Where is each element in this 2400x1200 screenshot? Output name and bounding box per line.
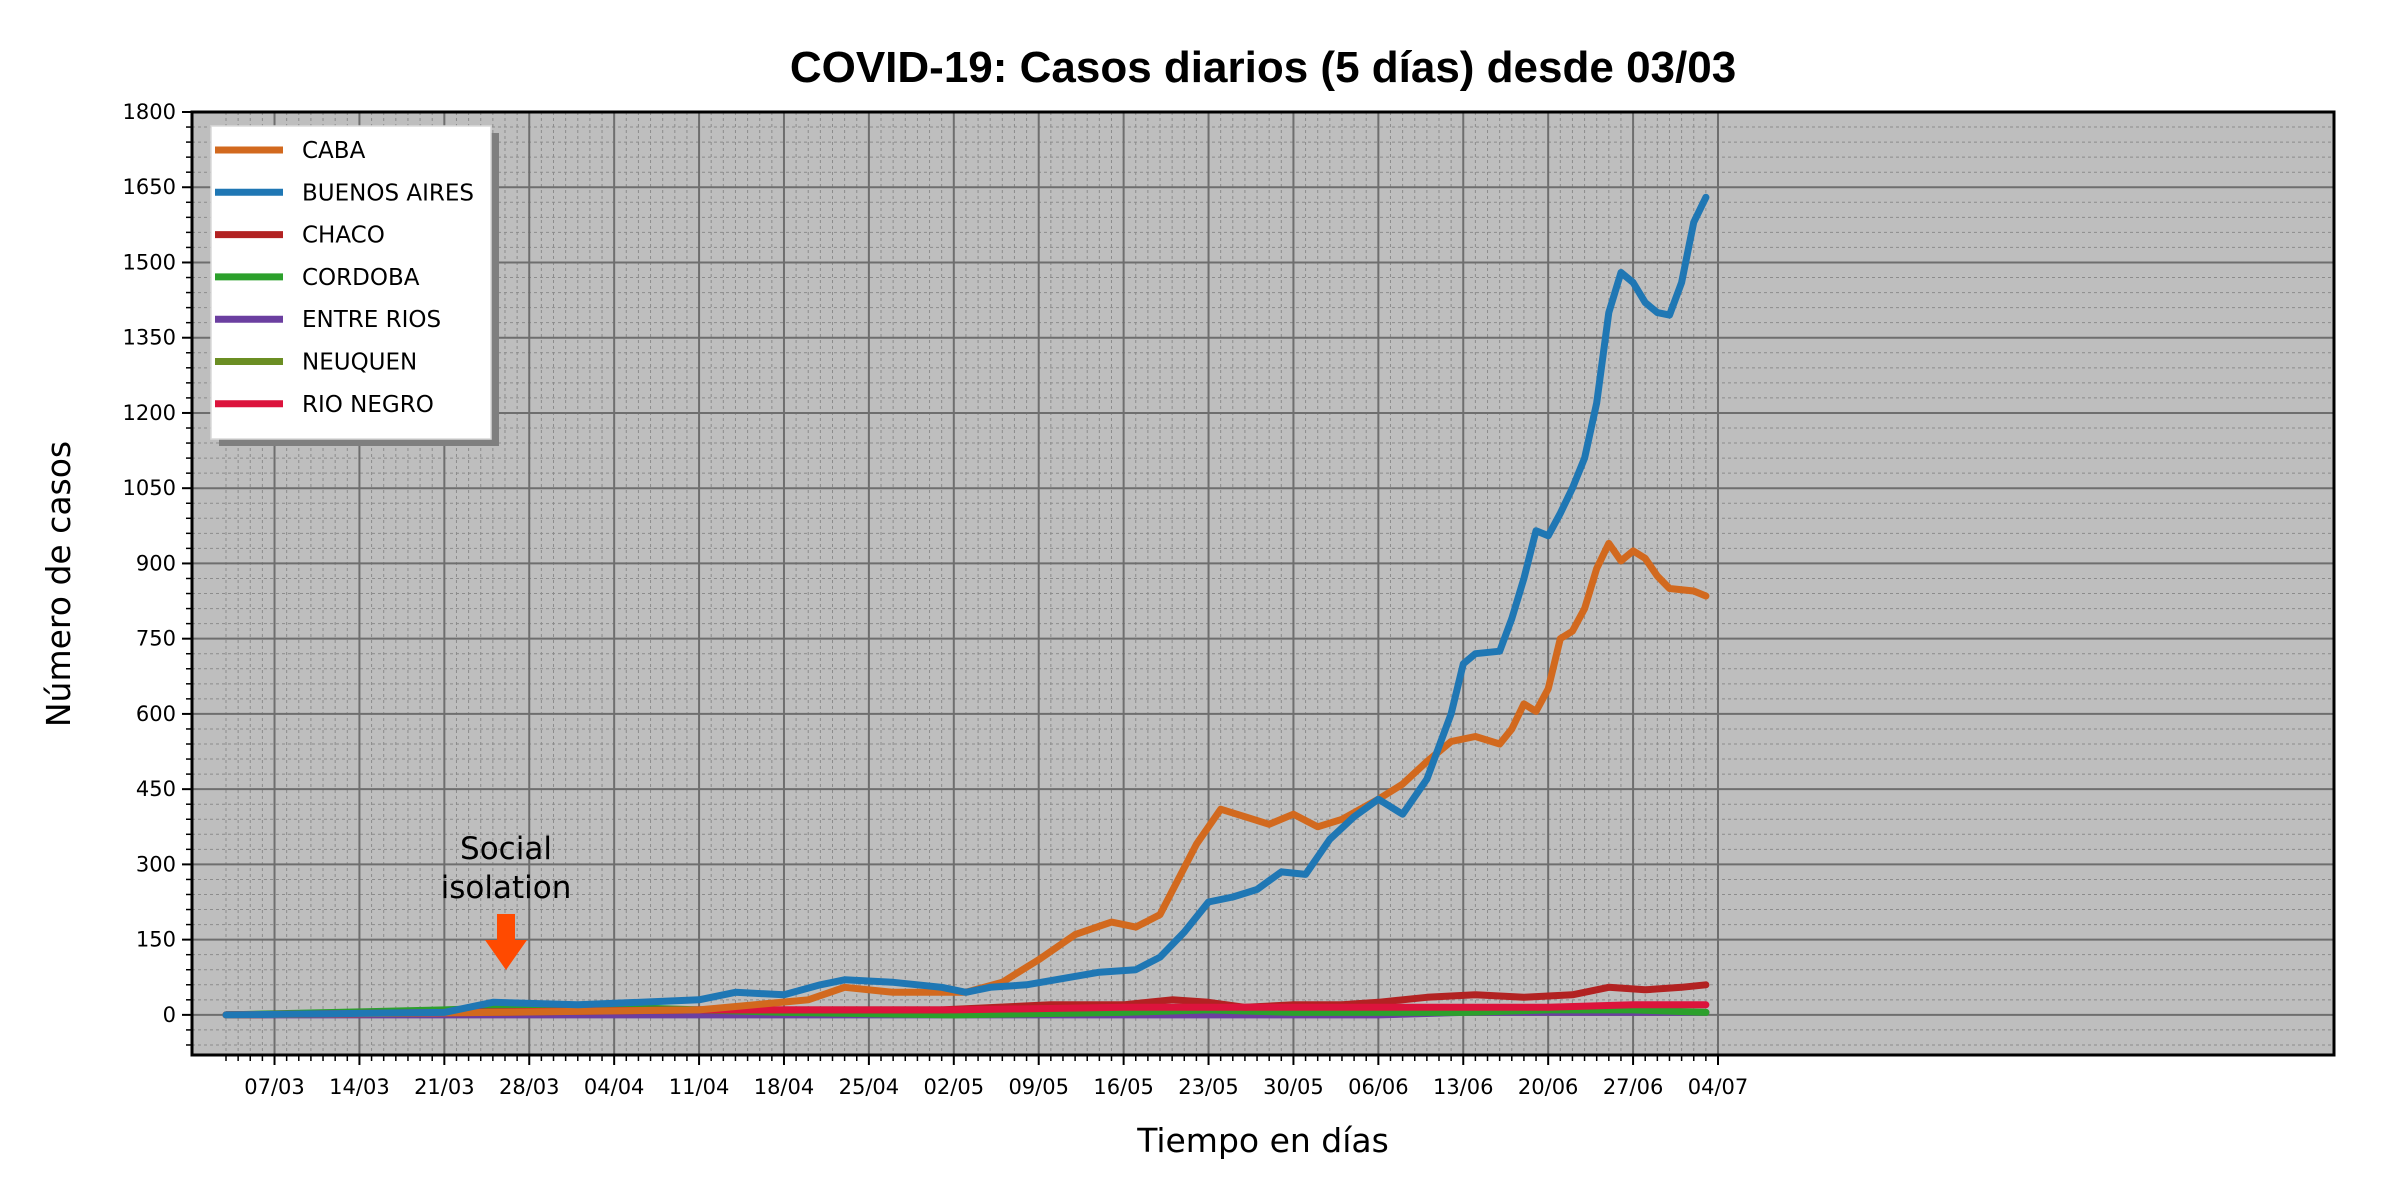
x-tick-label: 14/03 [329,1075,390,1099]
y-tick-label: 1650 [123,175,176,199]
x-tick-label: 09/05 [1008,1075,1069,1099]
y-tick-label: 600 [136,702,176,726]
x-tick-label: 02/05 [924,1075,985,1099]
y-tick-label: 0 [163,1003,176,1027]
y-axis: 0 150 300 450 600 750 900 1050 1200 1350 1500 1650 1… [123,100,192,1046]
annotation-arrow-icon [485,914,527,970]
y-tick-label: 750 [136,627,176,651]
x-tick-label: 04/07 [1688,1075,1749,1099]
legend-label: CABA [302,138,366,164]
legend-label: CORDOBA [302,265,420,291]
annotation-line1: Social [460,831,552,867]
y-tick-label: 150 [136,928,176,952]
legend-label: BUENOS AIRES [302,180,474,206]
x-axis: 07/03 14/03 21/03 28/03 04/04 11/04 18/04 25/04… [225,1055,1749,1099]
annotation-line2: isolation [441,870,572,906]
legend-label: CHACO [302,223,385,249]
y-tick-label: 1800 [123,100,176,124]
x-tick-label: 16/05 [1093,1075,1154,1099]
annotation-social-isolation: Social isolation [441,831,572,970]
x-tick-label: 04/04 [584,1075,645,1099]
x-tick-label: 18/04 [754,1075,815,1099]
x-tick-label: 28/03 [499,1075,560,1099]
x-tick-label: 21/03 [414,1075,475,1099]
y-tick-label: 1350 [123,326,176,350]
x-tick-label: 07/03 [244,1075,305,1099]
plot-frame [190,110,2336,1057]
x-tick-label: 13/06 [1433,1075,1494,1099]
legend-box [210,125,492,440]
legend-label: ENTRE RIOS [302,307,441,333]
legend: CABA BUENOS AIRES CHACO CORDOBA ENTRE RIOS NE… [210,125,499,446]
x-tick-label: 23/05 [1178,1075,1239,1099]
y-axis-label: Número de casos [39,441,78,727]
y-tick-label: 900 [136,551,176,575]
x-tick-label: 20/06 [1518,1075,1579,1099]
x-axis-label: Tiempo en días [1136,1121,1389,1160]
series-line-buenos-aires [222,193,1710,1019]
legend-label: RIO NEGRO [302,392,434,418]
y-tick-label: 1050 [123,476,176,500]
x-tick-label: 06/06 [1348,1075,1409,1099]
y-tick-label: 300 [136,852,176,876]
series-lines [222,193,1710,1019]
plot-background [192,112,2334,1055]
x-tick-label: 11/04 [669,1075,730,1099]
x-tick-label: 27/06 [1603,1075,1664,1099]
legend-label: NEUQUEN [302,350,417,376]
y-tick-label: 1200 [123,401,176,425]
y-tick-label: 1500 [123,250,176,274]
chart-title: COVID-19: Casos diarios (5 días) desde 0… [790,43,1736,92]
x-tick-label: 30/05 [1263,1075,1324,1099]
x-tick-label: 25/04 [839,1075,900,1099]
y-tick-label: 450 [136,777,176,801]
